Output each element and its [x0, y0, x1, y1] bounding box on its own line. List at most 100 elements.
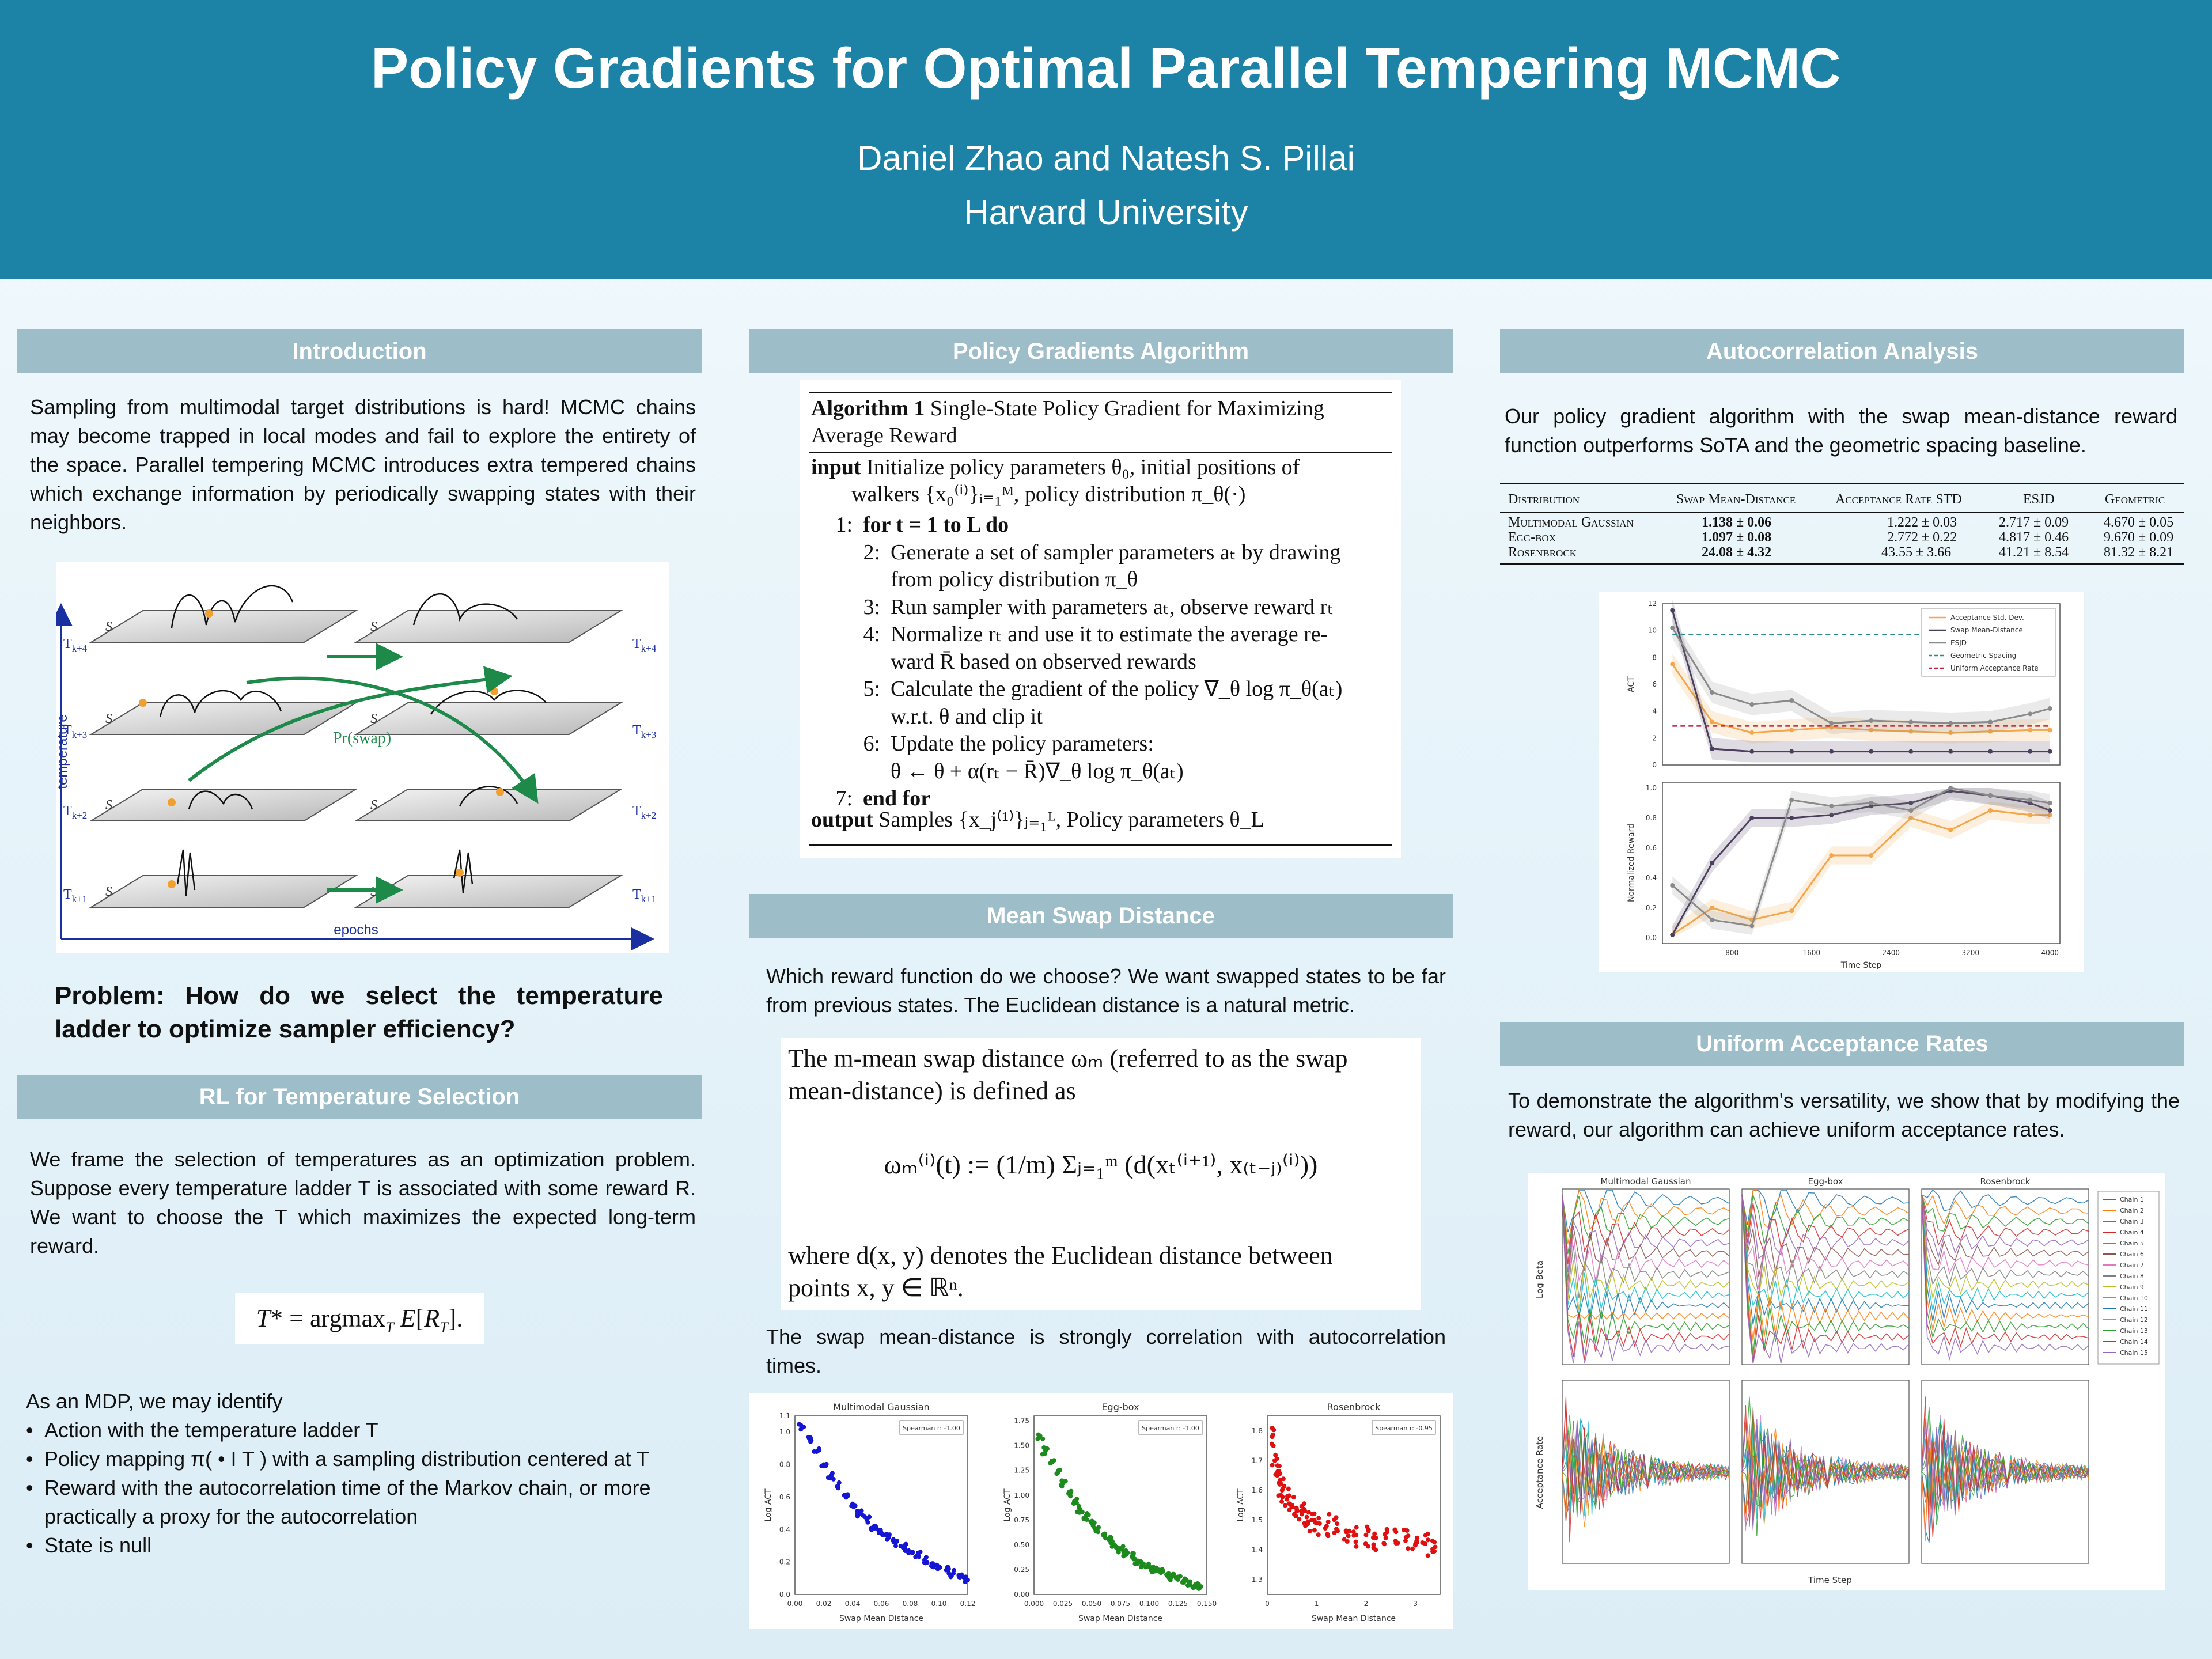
- x-tick-label: 1600: [1802, 949, 1820, 957]
- data-point: [1152, 1569, 1157, 1574]
- walker-trajectories: [159, 585, 547, 896]
- data-point: [1383, 1535, 1388, 1540]
- series-marker: [1749, 730, 1755, 735]
- series-marker: [1948, 721, 1953, 726]
- walker-markers: [139, 609, 504, 888]
- y-tick-label: 0.8: [1646, 814, 1657, 822]
- chain-line: [1741, 1190, 1910, 1232]
- data-point: [1043, 1451, 1048, 1456]
- act-reward-plots: 0 2 4 6 8 10 12 ACT Acceptance Std. Dev. Swap Mea…: [1627, 600, 2061, 970]
- series-marker: [1749, 816, 1755, 820]
- chain-line: [1741, 1194, 1910, 1244]
- chain-line: [1562, 1188, 1730, 1244]
- x-tick-label: 0.050: [1082, 1600, 1101, 1608]
- data-point: [1335, 1528, 1340, 1533]
- data-point: [1297, 1517, 1302, 1522]
- acceptance-panel: [1562, 1380, 1730, 1564]
- data-point: [1271, 1443, 1276, 1448]
- temperature-level-label: Tk+3: [632, 723, 656, 740]
- data-point: [1312, 1528, 1317, 1533]
- data-point: [1151, 1565, 1156, 1570]
- algorithm-step: 7: end for: [835, 786, 931, 810]
- data-point: [835, 1484, 840, 1489]
- y-axis-label: Normalized Reward: [1627, 824, 1636, 902]
- x-tick-label: 0.125: [1168, 1600, 1188, 1608]
- autocorr-text: Our policy gradient algorithm with the s…: [1505, 404, 2177, 457]
- y-tick-label: 2: [1652, 734, 1657, 742]
- y-tick-label: 8: [1652, 653, 1657, 661]
- data-point: [957, 1575, 963, 1580]
- temperature-level-label: Tk+1: [632, 887, 656, 904]
- legend-label: Uniform Acceptance Rate: [1950, 664, 2039, 672]
- data-point: [1306, 1510, 1312, 1515]
- chain-line: [1921, 1194, 2089, 1287]
- data-point: [1086, 1512, 1091, 1517]
- legend-label: ESJD: [1950, 639, 1967, 647]
- title-banner: Policy Gradients for Optimal Parallel Te…: [0, 0, 2212, 279]
- data-point: [913, 1554, 918, 1559]
- y-tick-label: 1.0: [779, 1428, 790, 1436]
- x-tick-label: 0.150: [1197, 1600, 1217, 1608]
- chain-line: [1921, 1194, 2089, 1266]
- chart-title: Rosenbrock: [1327, 1402, 1381, 1412]
- data-point: [1335, 1521, 1340, 1527]
- chart-title: Multimodal Gaussian: [833, 1402, 929, 1412]
- chain-line: [1921, 1194, 2089, 1298]
- y-tick-label: 1.50: [1014, 1442, 1029, 1450]
- data-point: [1077, 1510, 1082, 1515]
- temperature-level-label: Tk+4: [63, 637, 88, 654]
- plot-frame: [1741, 1188, 1910, 1365]
- chain-line: [1921, 1194, 2089, 1247]
- data-point: [1392, 1527, 1397, 1532]
- y-tick-label: 6: [1652, 680, 1657, 688]
- data-point: [1316, 1516, 1321, 1521]
- algorithm-step: from policy distribution π_θ: [891, 567, 1138, 592]
- chain-line: [1741, 1194, 1910, 1355]
- chain-line: [1741, 1424, 1910, 1531]
- chart-title: Egg-box: [1101, 1402, 1139, 1412]
- chain-line: [1741, 1194, 1910, 1310]
- series-marker: [1710, 690, 1715, 695]
- data-point: [1121, 1554, 1126, 1559]
- y-tick-label: 4: [1652, 707, 1657, 715]
- legend-box: [2097, 1191, 2160, 1365]
- data-point: [949, 1573, 954, 1578]
- plane-label: S: [370, 711, 377, 726]
- y-axis-label: Log ACT: [1003, 1488, 1012, 1522]
- series-marker: [1948, 749, 1953, 754]
- data-point: [1307, 1528, 1312, 1533]
- mean-swap-text: Which reward function do we choose? We w…: [766, 964, 1446, 1017]
- legend-label: Swap Mean-Distance: [1950, 626, 2023, 634]
- y-axis-label: Log Beta: [1535, 1260, 1545, 1298]
- data-point: [1116, 1547, 1121, 1552]
- legend-label: Chain 5: [2120, 1240, 2144, 1247]
- data-point: [1372, 1531, 1377, 1536]
- epoch-arrows: [188, 643, 539, 904]
- temperature-level-label: Tk+3: [63, 723, 87, 740]
- table-row: Rosenbrock 24.08 ± 4.32 43.55 ± 3.66 41.…: [1508, 545, 2174, 560]
- series-marker: [1948, 827, 1953, 832]
- y-tick-label: 10: [1648, 627, 1657, 635]
- autocorr-heading: Autocorrelation Analysis: [1500, 329, 2184, 373]
- algorithm-step: 2: Generate a set of sampler parameters a…: [863, 540, 1341, 565]
- data-point: [1410, 1546, 1415, 1551]
- algorithm-top-rule: [809, 392, 1392, 393]
- x-tick-label: 800: [1725, 949, 1738, 957]
- algorithm-step: w.r.t. θ and clip it: [891, 704, 1043, 729]
- data-point: [1303, 1523, 1308, 1528]
- y-tick-label: 0.25: [1014, 1566, 1029, 1574]
- confidence-band: [1672, 801, 2050, 938]
- series-marker: [1670, 662, 1675, 666]
- definition-line-2: mean-distance) is defined as: [788, 1077, 1076, 1105]
- algorithm-bottom-rule: [809, 844, 1392, 846]
- series-marker: [1988, 793, 1993, 798]
- table-top-rule: [1500, 483, 2184, 484]
- plane-label: S: [105, 711, 112, 726]
- data-point: [1103, 1531, 1108, 1536]
- y-tick-label: 0.8: [779, 1461, 790, 1469]
- scatter-panel: Multimodal Gaussian Swap Mean Distance Log…: [764, 1402, 975, 1623]
- series-marker: [1829, 749, 1834, 754]
- data-point: [1043, 1445, 1048, 1450]
- series-marker: [1789, 749, 1794, 754]
- series-marker: [1710, 719, 1715, 725]
